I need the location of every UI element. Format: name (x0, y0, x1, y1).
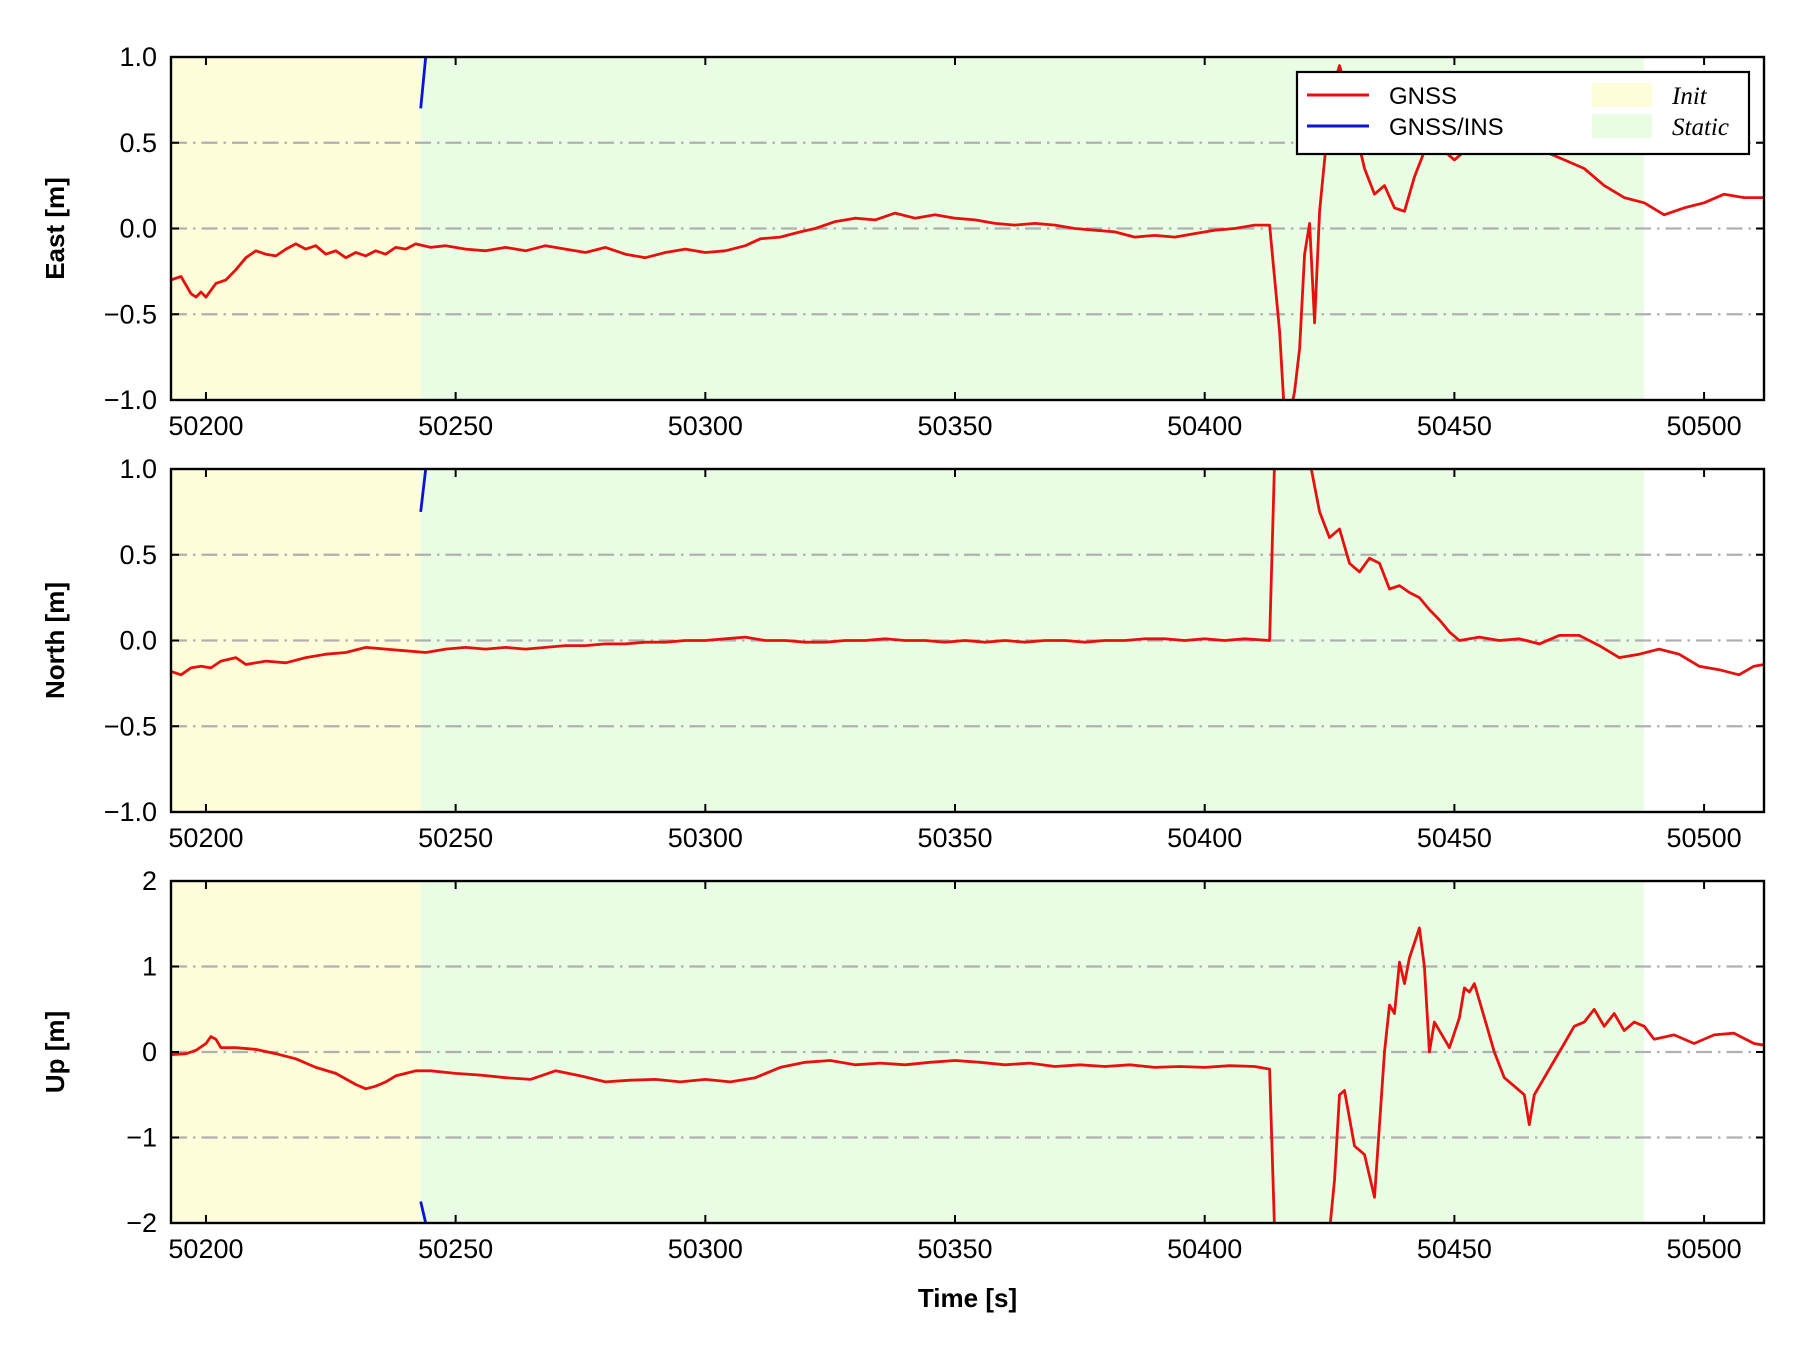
y-tick-label: 1.0 (119, 454, 157, 484)
legend: GNSS GNSS/INS Init Static (1295, 70, 1751, 156)
legend-box (1295, 70, 1751, 156)
x-tick-label: 50250 (418, 411, 493, 441)
subplots: 1.0 0.5 0.0 −0.5 −1.0 50200 50250 50300 50350 504… (40, 42, 1766, 1264)
y-tick-label: 1.0 (119, 42, 157, 72)
legend-patch-static (1592, 114, 1652, 138)
x-tick-label: 50250 (418, 823, 493, 853)
series-line-gnss (171, 469, 1764, 677)
series-line-gnss-ins (419, 469, 428, 513)
y-tick-label: 0.5 (119, 128, 157, 158)
x-tick-label: 50400 (1167, 823, 1242, 853)
legend-label-gnss: GNSS (1389, 83, 1457, 110)
y-tick-label: 1 (142, 952, 157, 982)
y-tick-label: −0.5 (104, 299, 157, 329)
x-tick-label: 50450 (1417, 411, 1492, 441)
legend-label-init: Init (1671, 83, 1708, 110)
y-tick-label: −1.0 (104, 797, 157, 827)
x-tick-label: 50300 (668, 823, 743, 853)
legend-patch-init (1592, 83, 1652, 107)
x-tick-label: 50200 (168, 1234, 243, 1264)
x-tick-label: 50350 (917, 823, 992, 853)
subplot-up: 2 1 0 −1 −2 50200 50250 50300 50350 50400 50450 505… (40, 866, 1766, 1264)
x-tick-label: 50200 (168, 823, 243, 853)
y-tick-label: −1 (126, 1123, 157, 1153)
legend-label-static: Static (1672, 114, 1729, 141)
x-tick-label: 50350 (917, 1234, 992, 1264)
y-tick-label: 2 (142, 866, 157, 896)
x-tick-label: 50500 (1667, 411, 1742, 441)
series-line-gnss-ins (419, 57, 428, 109)
series-line-gnss-ins (419, 1201, 428, 1223)
x-tick-label: 50400 (1167, 1234, 1242, 1264)
y-axis-label: North [m] (40, 582, 70, 699)
y-axis-label: Up [m] (40, 1011, 70, 1093)
x-tick-label: 50300 (668, 411, 743, 441)
y-axis-label: East [m] (40, 177, 70, 280)
x-tick-label: 50250 (418, 1234, 493, 1264)
x-tick-label: 50200 (168, 411, 243, 441)
y-tick-label: 0 (142, 1037, 157, 1067)
y-tick-label: 0.5 (119, 540, 157, 570)
series-line-gnss (171, 926, 1764, 1223)
x-tick-label: 50500 (1667, 823, 1742, 853)
y-tick-label: 0.0 (119, 626, 157, 656)
legend-label-gnss-ins: GNSS/INS (1389, 114, 1504, 141)
y-tick-label: −2 (126, 1208, 157, 1238)
x-tick-label: 50300 (668, 1234, 743, 1264)
x-tick-label: 50450 (1417, 1234, 1492, 1264)
x-axis-label: Time [s] (918, 1283, 1017, 1313)
y-tick-label: 0.0 (119, 214, 157, 244)
x-tick-label: 50500 (1667, 1234, 1742, 1264)
y-tick-label: −0.5 (104, 711, 157, 741)
y-tick-label: −1.0 (104, 385, 157, 415)
x-tick-label: 50400 (1167, 411, 1242, 441)
x-tick-label: 50350 (917, 411, 992, 441)
subplot-north: 1.0 0.5 0.0 −0.5 −1.0 50200 50250 50300 50350 504… (40, 454, 1766, 853)
x-tick-label: 50450 (1417, 823, 1492, 853)
